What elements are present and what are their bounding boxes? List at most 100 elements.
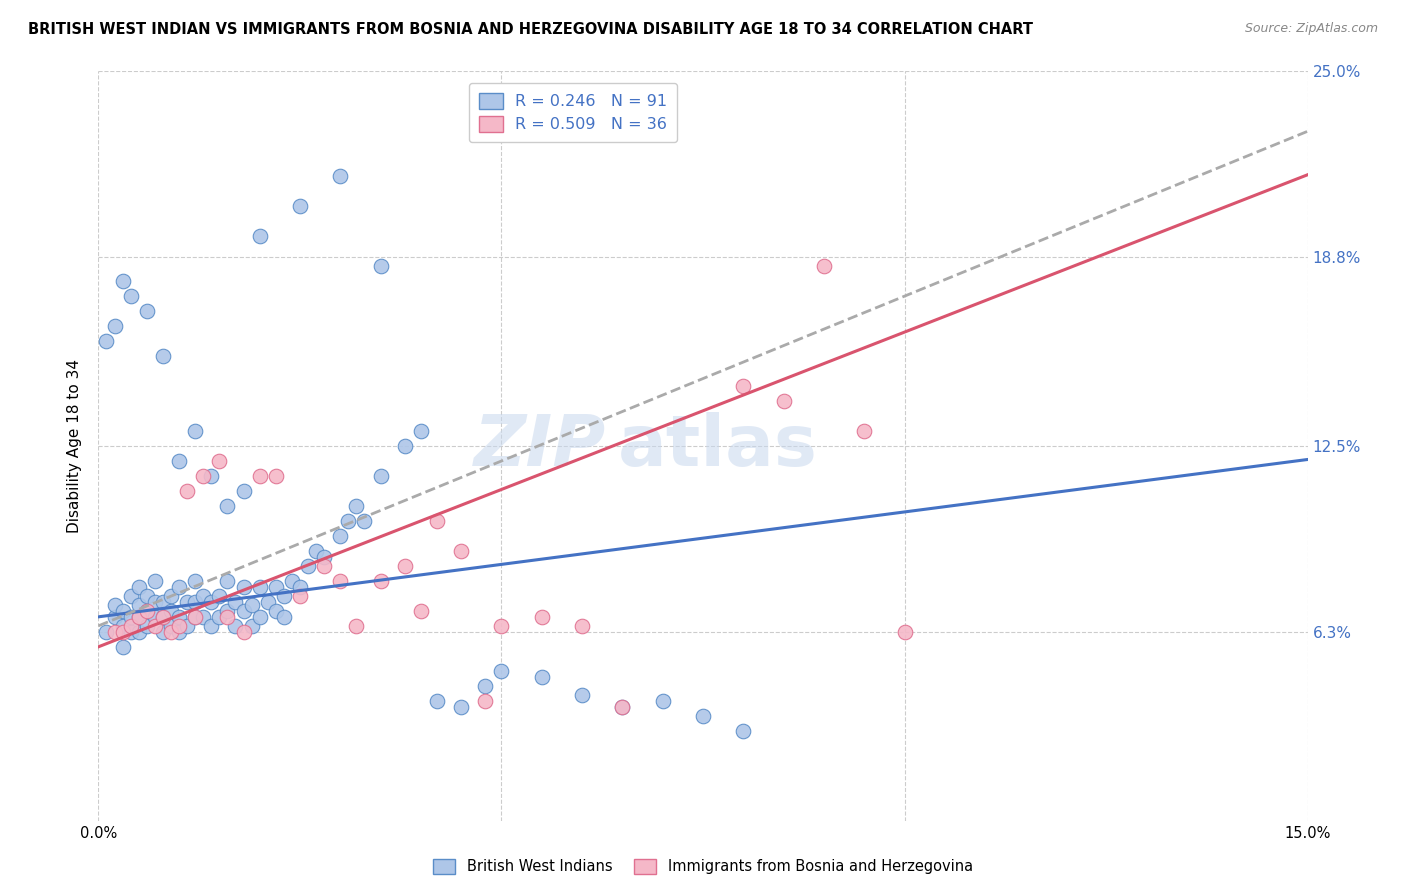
Point xyxy=(232,580,254,594)
Point xyxy=(200,595,222,609)
Point xyxy=(344,619,367,633)
Point xyxy=(353,514,375,528)
Point xyxy=(120,289,142,303)
Point xyxy=(208,454,231,468)
Point xyxy=(96,624,118,639)
Point xyxy=(232,624,254,639)
Point xyxy=(224,595,246,609)
Point xyxy=(135,619,157,633)
Point xyxy=(167,610,190,624)
Point xyxy=(314,549,336,564)
Point xyxy=(409,424,432,438)
Point xyxy=(217,604,239,618)
Point xyxy=(571,688,593,702)
Point xyxy=(772,394,794,409)
Point xyxy=(152,624,174,639)
Point xyxy=(264,580,287,594)
Point xyxy=(176,595,198,609)
Point xyxy=(152,610,174,624)
Point xyxy=(135,604,157,618)
Point xyxy=(426,514,449,528)
Point xyxy=(370,259,392,273)
Point xyxy=(200,619,222,633)
Point xyxy=(200,469,222,483)
Point xyxy=(193,589,215,603)
Point xyxy=(281,574,304,588)
Point xyxy=(128,610,150,624)
Point xyxy=(152,610,174,624)
Point xyxy=(111,640,134,654)
Point xyxy=(128,610,150,624)
Point xyxy=(167,580,190,594)
Point xyxy=(103,624,125,639)
Point xyxy=(152,595,174,609)
Point xyxy=(733,723,755,738)
Point xyxy=(120,589,142,603)
Point xyxy=(135,589,157,603)
Point xyxy=(224,619,246,633)
Point xyxy=(329,169,352,184)
Point xyxy=(111,274,134,288)
Point xyxy=(184,610,207,624)
Point xyxy=(160,604,183,618)
Legend: R = 0.246   N = 91, R = 0.509   N = 36: R = 0.246 N = 91, R = 0.509 N = 36 xyxy=(470,83,678,142)
Point xyxy=(256,595,278,609)
Point xyxy=(249,229,271,244)
Point xyxy=(893,624,915,639)
Text: BRITISH WEST INDIAN VS IMMIGRANTS FROM BOSNIA AND HERZEGOVINA DISABILITY AGE 18 : BRITISH WEST INDIAN VS IMMIGRANTS FROM B… xyxy=(28,22,1033,37)
Point xyxy=(264,469,287,483)
Point xyxy=(143,595,166,609)
Point xyxy=(288,580,311,594)
Point xyxy=(111,604,134,618)
Point xyxy=(273,610,295,624)
Point xyxy=(474,694,496,708)
Point xyxy=(160,619,183,633)
Point xyxy=(571,619,593,633)
Point xyxy=(184,424,207,438)
Point xyxy=(249,610,271,624)
Point xyxy=(240,598,263,612)
Point xyxy=(329,574,352,588)
Point xyxy=(120,619,142,633)
Point xyxy=(232,604,254,618)
Point xyxy=(193,610,215,624)
Point xyxy=(651,694,673,708)
Point xyxy=(167,619,190,633)
Point xyxy=(530,670,553,684)
Point xyxy=(426,694,449,708)
Point xyxy=(337,514,360,528)
Point xyxy=(120,610,142,624)
Point xyxy=(232,483,254,498)
Point xyxy=(111,624,134,639)
Point xyxy=(305,544,328,558)
Point xyxy=(240,619,263,633)
Point xyxy=(273,589,295,603)
Point xyxy=(297,558,319,573)
Point xyxy=(176,483,198,498)
Point xyxy=(249,580,271,594)
Point xyxy=(853,424,876,438)
Point xyxy=(120,624,142,639)
Point xyxy=(193,469,215,483)
Point xyxy=(143,610,166,624)
Point xyxy=(208,610,231,624)
Point xyxy=(249,469,271,483)
Point xyxy=(184,574,207,588)
Point xyxy=(370,469,392,483)
Point xyxy=(612,699,634,714)
Point xyxy=(394,558,416,573)
Point xyxy=(288,589,311,603)
Text: Source: ZipAtlas.com: Source: ZipAtlas.com xyxy=(1244,22,1378,36)
Point xyxy=(160,624,183,639)
Point xyxy=(264,604,287,618)
Point xyxy=(370,574,392,588)
Point xyxy=(135,604,157,618)
Point xyxy=(692,708,714,723)
Point xyxy=(167,624,190,639)
Point xyxy=(530,610,553,624)
Point xyxy=(450,699,472,714)
Point xyxy=(184,595,207,609)
Point xyxy=(176,619,198,633)
Point xyxy=(103,319,125,334)
Point xyxy=(813,259,835,273)
